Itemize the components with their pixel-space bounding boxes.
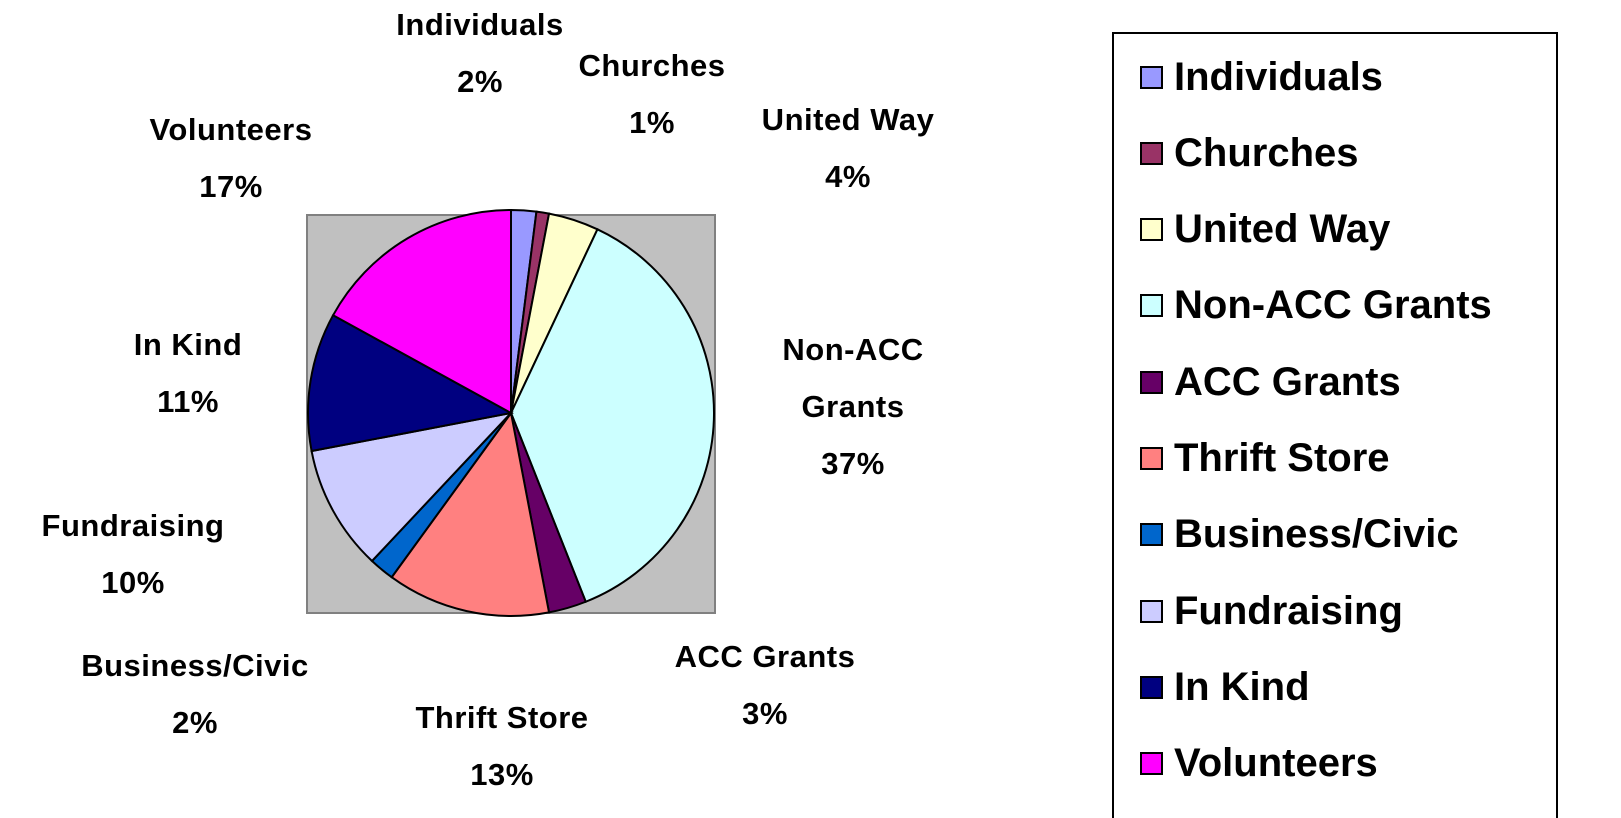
legend-swatch bbox=[1140, 294, 1163, 318]
slice-category: ACC Grants bbox=[674, 639, 856, 674]
slice-category: Individuals bbox=[396, 7, 564, 42]
pie-slice bbox=[310, 411, 514, 563]
slice-label: Business/Civic 2% bbox=[81, 637, 309, 751]
slice-value: 17% bbox=[199, 169, 263, 204]
legend-label: In Kind bbox=[1174, 664, 1310, 709]
legend-item: Thrift Store bbox=[1140, 435, 1390, 483]
slice-value: 4% bbox=[825, 159, 871, 194]
legend-swatch bbox=[1140, 675, 1163, 699]
slice-value: 1% bbox=[629, 105, 675, 140]
slice-category: Thrift Store bbox=[415, 700, 589, 735]
legend-swatch bbox=[1140, 523, 1163, 547]
slice-value: 13% bbox=[470, 757, 534, 792]
slice-label: United Way 4% bbox=[762, 91, 935, 205]
legend-item: United Way bbox=[1140, 206, 1390, 254]
slice-category: United Way bbox=[761, 102, 935, 137]
pie-slice bbox=[390, 410, 551, 617]
slice-label: Churches 1% bbox=[579, 37, 726, 151]
legend-label: Thrift Store bbox=[1174, 436, 1390, 480]
slice-value: 2% bbox=[457, 64, 503, 99]
slice-category: Volunteers bbox=[149, 112, 313, 147]
slice-category: Non-ACC Grants bbox=[782, 332, 924, 424]
pie-slice bbox=[307, 313, 514, 453]
slice-label: Non-ACC Grants 37% bbox=[753, 321, 953, 492]
pie-slice bbox=[331, 208, 512, 415]
legend-swatch bbox=[1140, 141, 1163, 165]
slice-label: Volunteers 17% bbox=[150, 101, 313, 215]
legend-swatch bbox=[1140, 752, 1163, 776]
slice-value: 10% bbox=[101, 565, 165, 600]
legend-swatch bbox=[1140, 218, 1163, 242]
slice-value: 3% bbox=[742, 696, 788, 731]
legend-item: Fundraising bbox=[1140, 587, 1403, 635]
slice-category: Churches bbox=[578, 48, 726, 83]
slice-label: Individuals 2% bbox=[396, 0, 563, 110]
legend-item: In Kind bbox=[1140, 663, 1310, 711]
slice-category: Business/Civic bbox=[81, 648, 309, 683]
legend-item: Churches bbox=[1140, 129, 1359, 177]
legend-swatch bbox=[1140, 447, 1163, 470]
legend-swatch bbox=[1140, 599, 1163, 623]
slice-value: 11% bbox=[157, 384, 219, 419]
legend-label: Volunteers bbox=[1174, 741, 1378, 786]
legend-label: Business/Civic bbox=[1174, 512, 1459, 557]
legend-label: Fundraising bbox=[1174, 588, 1403, 633]
legend-swatch bbox=[1140, 65, 1163, 89]
legend-item: Non-ACC Grants bbox=[1140, 282, 1492, 330]
legend-item: Individuals bbox=[1140, 53, 1383, 101]
pie-slice bbox=[509, 227, 715, 604]
slice-label: ACC Grants 3% bbox=[675, 628, 856, 742]
legend-label: United Way bbox=[1174, 207, 1391, 252]
slice-category: In Kind bbox=[133, 327, 243, 362]
slice-value: 37% bbox=[821, 446, 885, 481]
legend-item: Volunteers bbox=[1140, 740, 1378, 788]
legend-label: Individuals bbox=[1174, 54, 1383, 99]
slice-value: 2% bbox=[172, 705, 218, 740]
legend: Individuals Churches United Way Non-ACC Gra… bbox=[1112, 32, 1558, 818]
slice-label: Fundraising 10% bbox=[42, 497, 225, 611]
slice-label: In Kind 11% bbox=[134, 316, 243, 430]
slice-label: Thrift Store 13% bbox=[415, 689, 588, 803]
legend-label: Churches bbox=[1174, 130, 1359, 175]
slice-category: Fundraising bbox=[41, 508, 225, 543]
legend-item: Business/Civic bbox=[1140, 511, 1459, 559]
legend-item: ACC Grants bbox=[1140, 358, 1401, 406]
legend-swatch bbox=[1140, 370, 1163, 394]
legend-label: Non-ACC Grants bbox=[1174, 283, 1492, 328]
legend-label: ACC Grants bbox=[1174, 359, 1401, 404]
